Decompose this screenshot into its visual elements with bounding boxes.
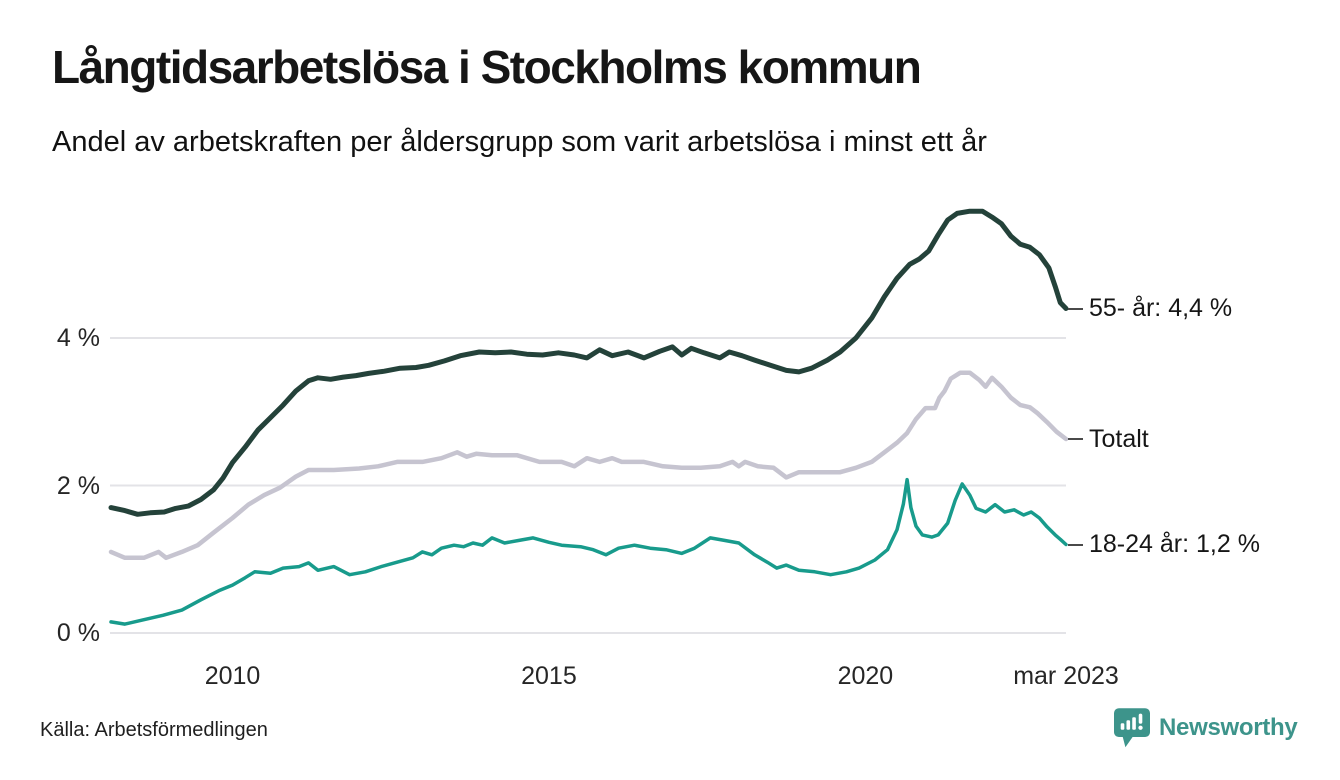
series-line-totalt [108, 370, 1069, 561]
source-attribution: Källa: Arbetsförmedlingen [40, 719, 268, 741]
newsworthy-icon [1114, 708, 1150, 748]
series-label-text: 18-24 år: 1,2 % [1089, 530, 1260, 558]
exclamation-dot [1138, 725, 1143, 730]
x-axis-tick-mar-2023: mar 2023 [1013, 662, 1119, 690]
newsworthy-wordmark: Newsworthy [1159, 714, 1298, 741]
series-end-label-18-24: 18-24 år: 1,2 % [1068, 529, 1260, 561]
bar-large [1132, 717, 1136, 730]
x-axis-tick-2020: 2020 [837, 662, 894, 690]
chart-title: Långtidsarbetslösa i Stockholms kommun [52, 41, 922, 93]
y-axis-tick-0-percent: 0 % [56, 619, 100, 647]
speech-bubble-shape [1114, 708, 1150, 748]
x-axis-tick-2010: 2010 [204, 662, 261, 690]
series-end-label-55-plus: 55- år: 4,4 % [1068, 293, 1232, 325]
bar-small [1120, 723, 1125, 730]
y-axis-tick-2-percent: 2 % [56, 471, 100, 500]
label-tick-dash [1068, 543, 1083, 546]
series-label-text: 55- år: 4,4 % [1089, 294, 1233, 322]
series-line-55-ar [108, 208, 1069, 517]
chart-subtitle: Andel av arbetskraften per åldersgrupp s… [52, 126, 987, 158]
label-tick-dash [1068, 438, 1083, 441]
exclamation-bar [1138, 713, 1143, 724]
series-end-label-totalt: Totalt [1068, 423, 1149, 455]
label-tick-dash [1068, 307, 1083, 310]
y-axis-tick-4-percent: 4 % [56, 324, 100, 352]
bar-medium [1126, 720, 1131, 730]
series-line-18-24-ar [109, 477, 1068, 626]
x-axis-tick-2015: 2015 [521, 662, 577, 690]
series-label-text: Totalt [1089, 424, 1149, 453]
newsworthy-logo[interactable]: Newsworthy [1114, 708, 1298, 748]
